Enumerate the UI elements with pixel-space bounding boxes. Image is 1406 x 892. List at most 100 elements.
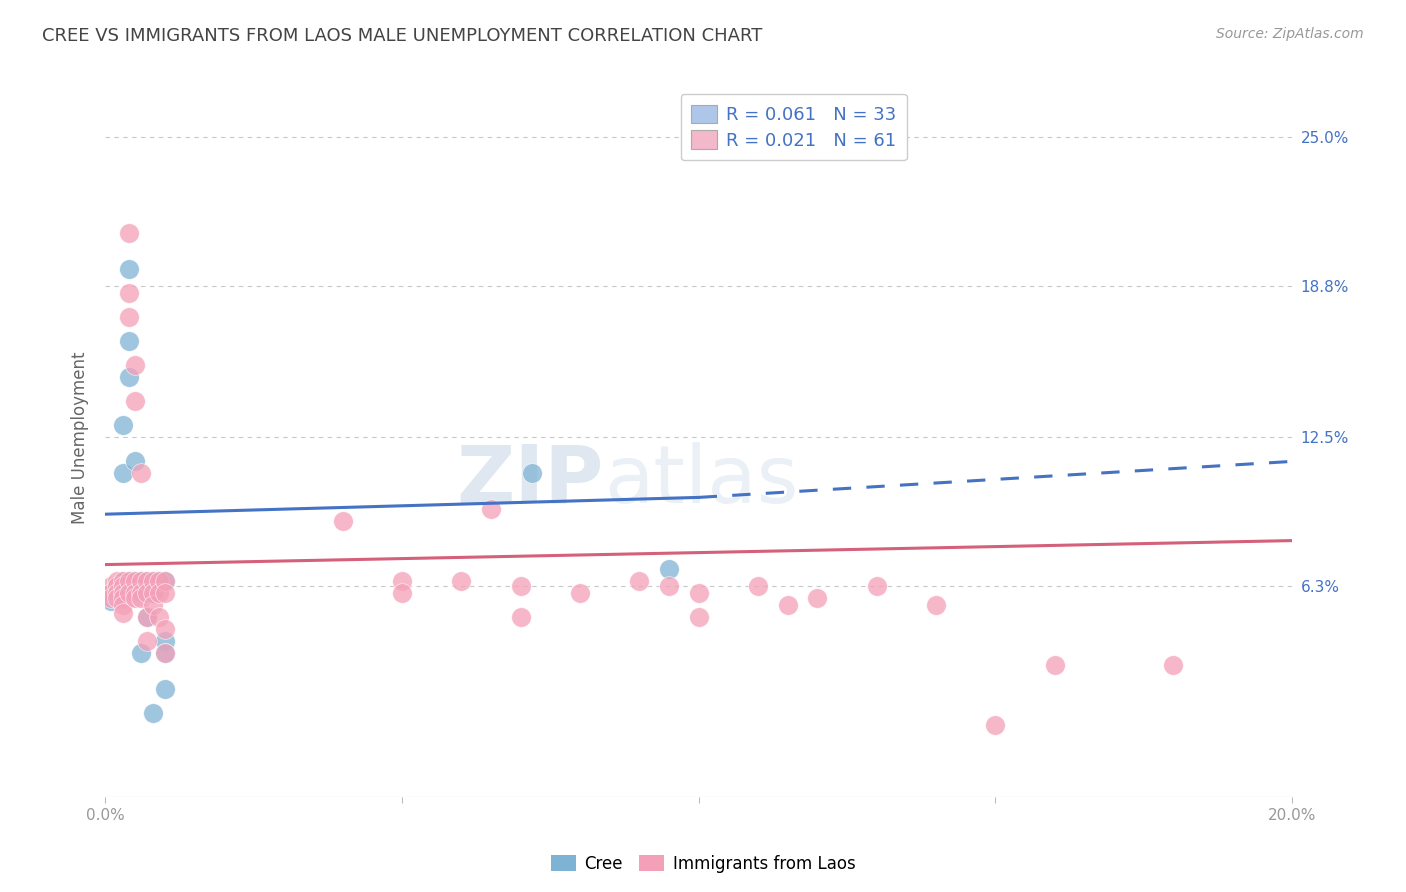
Point [658, 562, 681, 576]
Point [142, 574, 165, 589]
Point [153, 586, 176, 600]
Point [118, 262, 141, 277]
Point [124, 359, 146, 373]
Point [628, 574, 651, 589]
Point [658, 579, 681, 593]
Point [100, 579, 122, 593]
Point [776, 599, 799, 613]
Point [105, 579, 128, 593]
Point [142, 706, 165, 721]
Point [111, 586, 134, 600]
Point [135, 634, 157, 648]
Text: Source: ZipAtlas.com: Source: ZipAtlas.com [1216, 27, 1364, 41]
Point [100, 586, 122, 600]
Point [105, 579, 128, 593]
Point [391, 574, 413, 589]
Point [111, 418, 134, 433]
Point [124, 574, 146, 589]
Point [522, 467, 544, 481]
Point [135, 574, 157, 589]
Point [111, 586, 134, 600]
Point [568, 586, 591, 600]
Point [124, 586, 146, 600]
Text: ZIP: ZIP [457, 442, 603, 520]
Point [984, 718, 1007, 732]
Point [118, 574, 141, 589]
Point [118, 586, 141, 600]
Point [688, 130, 710, 145]
Point [118, 334, 141, 349]
Point [479, 502, 502, 516]
Point [1043, 658, 1066, 673]
Point [129, 586, 152, 600]
Y-axis label: Male Unemployment: Male Unemployment [72, 351, 89, 524]
Point [806, 591, 828, 606]
Point [118, 227, 141, 241]
Point [148, 574, 170, 589]
Point [124, 454, 146, 468]
Point [111, 599, 134, 613]
Point [153, 646, 176, 660]
Point [118, 310, 141, 325]
Point [129, 467, 152, 481]
Point [391, 586, 413, 600]
Point [100, 593, 122, 607]
Point [129, 646, 152, 660]
Point [111, 467, 134, 481]
Point [118, 586, 141, 600]
Point [124, 586, 146, 600]
Point [129, 574, 152, 589]
Point [135, 574, 157, 589]
Point [1163, 658, 1185, 673]
Point [105, 591, 128, 606]
Point [124, 591, 146, 606]
Point [153, 634, 176, 648]
Point [925, 599, 948, 613]
Point [111, 574, 134, 589]
Legend: R = 0.061   N = 33, R = 0.021   N = 61: R = 0.061 N = 33, R = 0.021 N = 61 [681, 94, 907, 161]
Point [105, 574, 128, 589]
Point [153, 646, 176, 660]
Point [153, 623, 176, 637]
Point [153, 574, 176, 589]
Legend: Cree, Immigrants from Laos: Cree, Immigrants from Laos [544, 848, 862, 880]
Text: atlas: atlas [603, 442, 799, 520]
Point [332, 515, 354, 529]
Point [509, 610, 531, 624]
Point [111, 574, 134, 589]
Point [129, 591, 152, 606]
Point [142, 586, 165, 600]
Point [124, 574, 146, 589]
Point [118, 286, 141, 301]
Point [153, 682, 176, 697]
Point [688, 610, 710, 624]
Point [135, 586, 157, 600]
Text: CREE VS IMMIGRANTS FROM LAOS MALE UNEMPLOYMENT CORRELATION CHART: CREE VS IMMIGRANTS FROM LAOS MALE UNEMPL… [42, 27, 762, 45]
Point [129, 586, 152, 600]
Point [148, 610, 170, 624]
Point [142, 586, 165, 600]
Point [124, 394, 146, 409]
Point [100, 586, 122, 600]
Point [105, 586, 128, 600]
Point [866, 579, 889, 593]
Point [148, 574, 170, 589]
Point [118, 370, 141, 384]
Point [153, 574, 176, 589]
Point [111, 606, 134, 620]
Point [135, 610, 157, 624]
Point [747, 579, 769, 593]
Point [111, 579, 134, 593]
Point [105, 586, 128, 600]
Point [148, 586, 170, 600]
Point [688, 586, 710, 600]
Point [100, 591, 122, 606]
Point [118, 574, 141, 589]
Point [142, 599, 165, 613]
Point [105, 591, 128, 606]
Point [450, 574, 472, 589]
Point [135, 610, 157, 624]
Point [129, 574, 152, 589]
Point [111, 591, 134, 606]
Point [509, 579, 531, 593]
